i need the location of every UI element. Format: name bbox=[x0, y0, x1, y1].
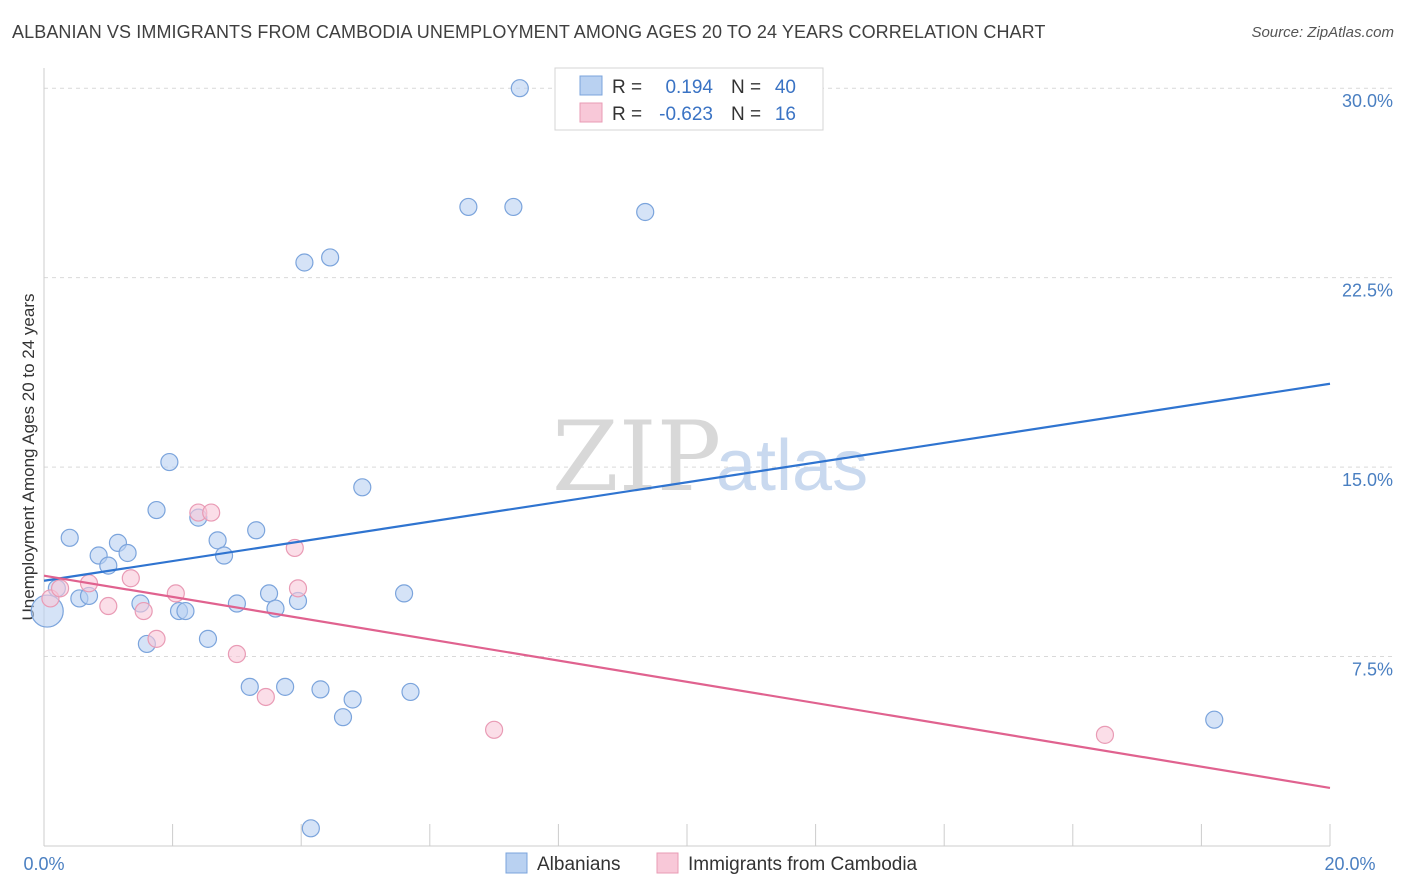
cambodia-point-3 bbox=[99, 596, 118, 616]
y-tick-labels: 7.5% 15.0% 22.5% 30.0% bbox=[1342, 91, 1393, 679]
albanians-point-38 bbox=[636, 202, 655, 222]
albanians-point-18 bbox=[214, 546, 234, 565]
albanians-point-20 bbox=[240, 677, 259, 696]
series-legend: Albanians Immigrants from Cambodia bbox=[505, 852, 918, 875]
y-tick-label-3: 30.0% bbox=[1342, 91, 1393, 111]
albanians-point-8 bbox=[118, 543, 137, 563]
series-legend-label-albanians: Albanians bbox=[537, 854, 620, 875]
x-tick-label-max: 20.0% bbox=[1324, 854, 1375, 874]
gridlines bbox=[44, 87, 1392, 658]
albanians-point-17 bbox=[208, 531, 227, 550]
y-tick-label-1: 15.0% bbox=[1342, 470, 1393, 490]
cambodia-point-10 bbox=[227, 644, 246, 664]
albanians-point-12 bbox=[160, 452, 179, 472]
albanians-point-30 bbox=[333, 708, 353, 727]
cambodia-point-11 bbox=[256, 687, 275, 707]
albanians-point-27 bbox=[301, 819, 320, 838]
cambodia-point-6 bbox=[147, 629, 166, 648]
x-tick-labels: 0.0% 20.0% bbox=[23, 854, 1375, 874]
cambodia-point-14 bbox=[485, 720, 504, 739]
albanians-point-11 bbox=[147, 500, 166, 520]
albanians-point-35 bbox=[459, 197, 478, 217]
cambodia-point-9 bbox=[202, 503, 221, 522]
albanians-point-36 bbox=[504, 197, 523, 217]
trend-lines bbox=[43, 382, 1331, 789]
albanians-point-14 bbox=[176, 601, 195, 621]
legend-r-label-0: R = bbox=[612, 77, 642, 98]
cambodia-point-5 bbox=[134, 601, 153, 621]
source-credit: Source: ZipAtlas.com bbox=[1251, 24, 1394, 41]
watermark-zip: ZIP bbox=[552, 401, 721, 513]
correlation-legend: R = 0.194 N = 40 R = -0.623 N = 16 bbox=[554, 67, 824, 131]
y-axis-title: Unemployment Among Ages 20 to 24 years bbox=[19, 294, 38, 621]
albanians-point-21 bbox=[247, 521, 266, 540]
albanians-point-34 bbox=[401, 682, 420, 702]
legend-n-label-1: N = bbox=[731, 104, 761, 125]
cambodia-trend-line bbox=[43, 574, 1331, 789]
albanians-point-39 bbox=[1205, 710, 1224, 729]
y-tick-label-2: 22.5% bbox=[1342, 281, 1393, 301]
albanians-point-37 bbox=[510, 79, 529, 98]
cambodia-point-1 bbox=[50, 579, 70, 598]
albanians-point-16 bbox=[198, 629, 218, 648]
legend-n-value-0: 40 bbox=[775, 77, 796, 98]
series-legend-swatch-albanians bbox=[505, 852, 528, 874]
legend-r-label-1: R = bbox=[612, 104, 642, 125]
legend-n-value-1: 16 bbox=[775, 104, 796, 125]
x-tick-label-min: 0.0% bbox=[23, 854, 64, 874]
albanians-point-31 bbox=[343, 690, 362, 709]
cambodia-point-15 bbox=[1095, 725, 1115, 744]
cambodia-point-4 bbox=[121, 569, 140, 588]
albanians-trend-line bbox=[43, 382, 1331, 582]
albanians-point-26 bbox=[295, 253, 314, 272]
albanians-point-33 bbox=[394, 584, 414, 603]
legend-swatch-albanians bbox=[579, 75, 603, 96]
albanians-point-2 bbox=[60, 528, 79, 547]
x-axis-ticks bbox=[43, 824, 1331, 846]
chart-title: ALBANIAN VS IMMIGRANTS FROM CAMBODIA UNE… bbox=[12, 22, 1046, 42]
series-legend-label-cambodia: Immigrants from Cambodia bbox=[688, 854, 918, 875]
legend-n-label-0: N = bbox=[731, 77, 761, 98]
legend-r-value-0: 0.194 bbox=[665, 77, 713, 98]
albanians-point-28 bbox=[311, 680, 330, 699]
series-legend-swatch-cambodia bbox=[656, 852, 679, 874]
albanians-point-22 bbox=[259, 584, 279, 603]
albanians-point-24 bbox=[276, 677, 295, 696]
y-tick-label-0: 7.5% bbox=[1352, 660, 1393, 680]
albanians-point-29 bbox=[321, 248, 340, 267]
albanians-point-32 bbox=[353, 478, 372, 497]
legend-r-value-1: -0.623 bbox=[659, 104, 713, 125]
series-cambodia-points bbox=[41, 503, 1115, 744]
cambodia-point-13 bbox=[288, 579, 308, 598]
legend-swatch-cambodia bbox=[579, 102, 603, 123]
